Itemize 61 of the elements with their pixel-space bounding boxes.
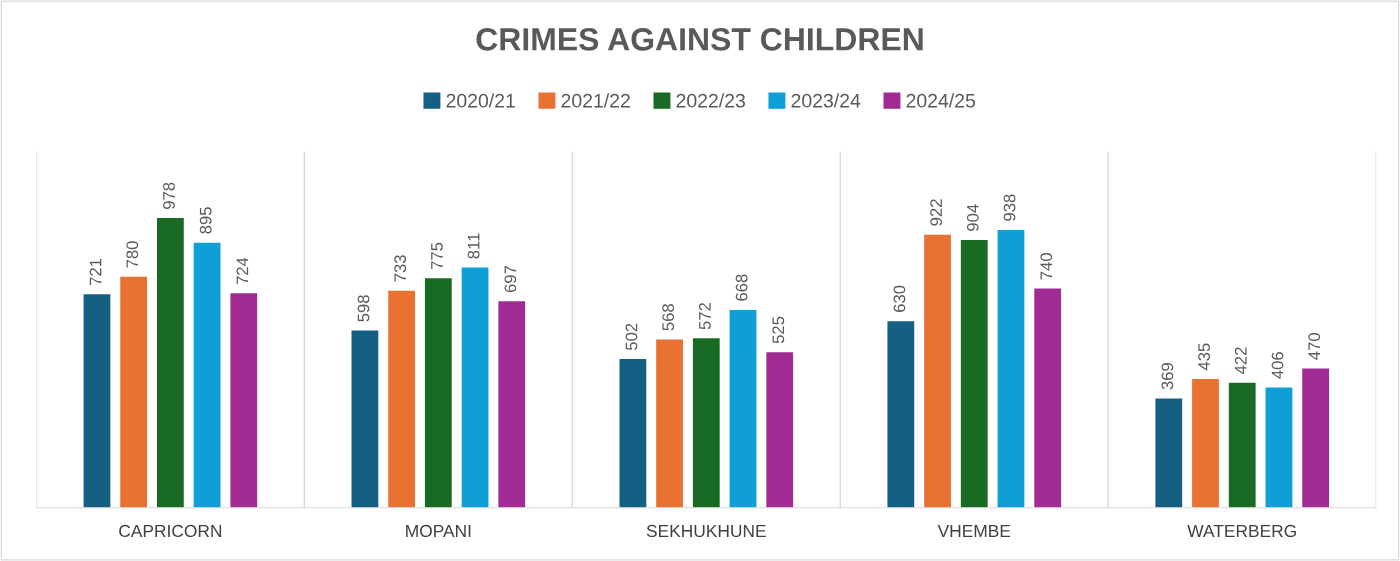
data-label: 895: [199, 207, 212, 234]
bar: [729, 309, 757, 508]
data-label: 369: [1161, 363, 1174, 390]
data-label: 470: [1308, 333, 1321, 360]
legend-label: 2024/25: [906, 93, 976, 108]
data-label: 568: [662, 304, 675, 331]
data-label: 811: [467, 233, 480, 259]
x-tick-label: CAPRICORN: [119, 524, 222, 538]
data-label: 406: [1271, 352, 1284, 379]
legend-label: 2022/23: [676, 93, 745, 108]
data-label: 775: [431, 242, 443, 270]
x-tick-label: MOPANI: [406, 524, 471, 538]
bar: [656, 339, 683, 508]
data-label: 724: [236, 257, 249, 285]
bar: [1155, 398, 1183, 508]
bar: [887, 321, 915, 508]
data-label: 904: [966, 204, 979, 231]
bar: [960, 240, 988, 508]
bar: [83, 294, 111, 508]
bar: [619, 359, 647, 508]
bar: [924, 234, 951, 508]
chart-title: CRIMES AGAINST CHILDREN: [476, 28, 923, 51]
bar: [1302, 368, 1330, 508]
bar: [388, 290, 416, 508]
data-label: 733: [394, 255, 407, 282]
bar: [424, 278, 452, 508]
bar: [230, 293, 258, 508]
data-label: 435: [1198, 343, 1210, 371]
bar: [692, 338, 720, 508]
data-label: 422: [1234, 347, 1247, 375]
bar: [498, 301, 526, 508]
x-tick-label: VHEMBE: [937, 525, 1011, 537]
data-label: 740: [1040, 253, 1053, 280]
data-label: 598: [357, 295, 370, 322]
legend-label: 2023/24: [791, 93, 861, 108]
legend-label: 2020/21: [446, 93, 515, 108]
bar: [766, 352, 794, 508]
data-label: 502: [625, 323, 638, 351]
data-label: 668: [735, 274, 748, 301]
data-label: 572: [698, 303, 711, 330]
data-label: 525: [772, 316, 785, 344]
data-label: 697: [504, 265, 517, 293]
x-tick-label: SEKHUKHUNE: [646, 524, 766, 538]
legend-label: 2021/22: [561, 93, 630, 108]
data-label: 978: [163, 182, 175, 209]
bar: [461, 267, 489, 508]
data-label: 780: [126, 241, 139, 268]
data-label: 938: [1003, 194, 1016, 221]
data-label: 630: [893, 285, 906, 312]
x-tick-label: WATERBERG: [1187, 524, 1296, 538]
bar: [120, 276, 148, 508]
bar: [193, 242, 221, 508]
bar: [1228, 382, 1256, 508]
bar: [1265, 387, 1293, 508]
data-label: 721: [89, 258, 102, 285]
bar: [156, 218, 184, 508]
data-label: 922: [930, 199, 943, 226]
bar: [351, 330, 379, 508]
bar: [997, 229, 1025, 508]
bar: [1192, 378, 1219, 508]
bar: [1034, 288, 1062, 508]
